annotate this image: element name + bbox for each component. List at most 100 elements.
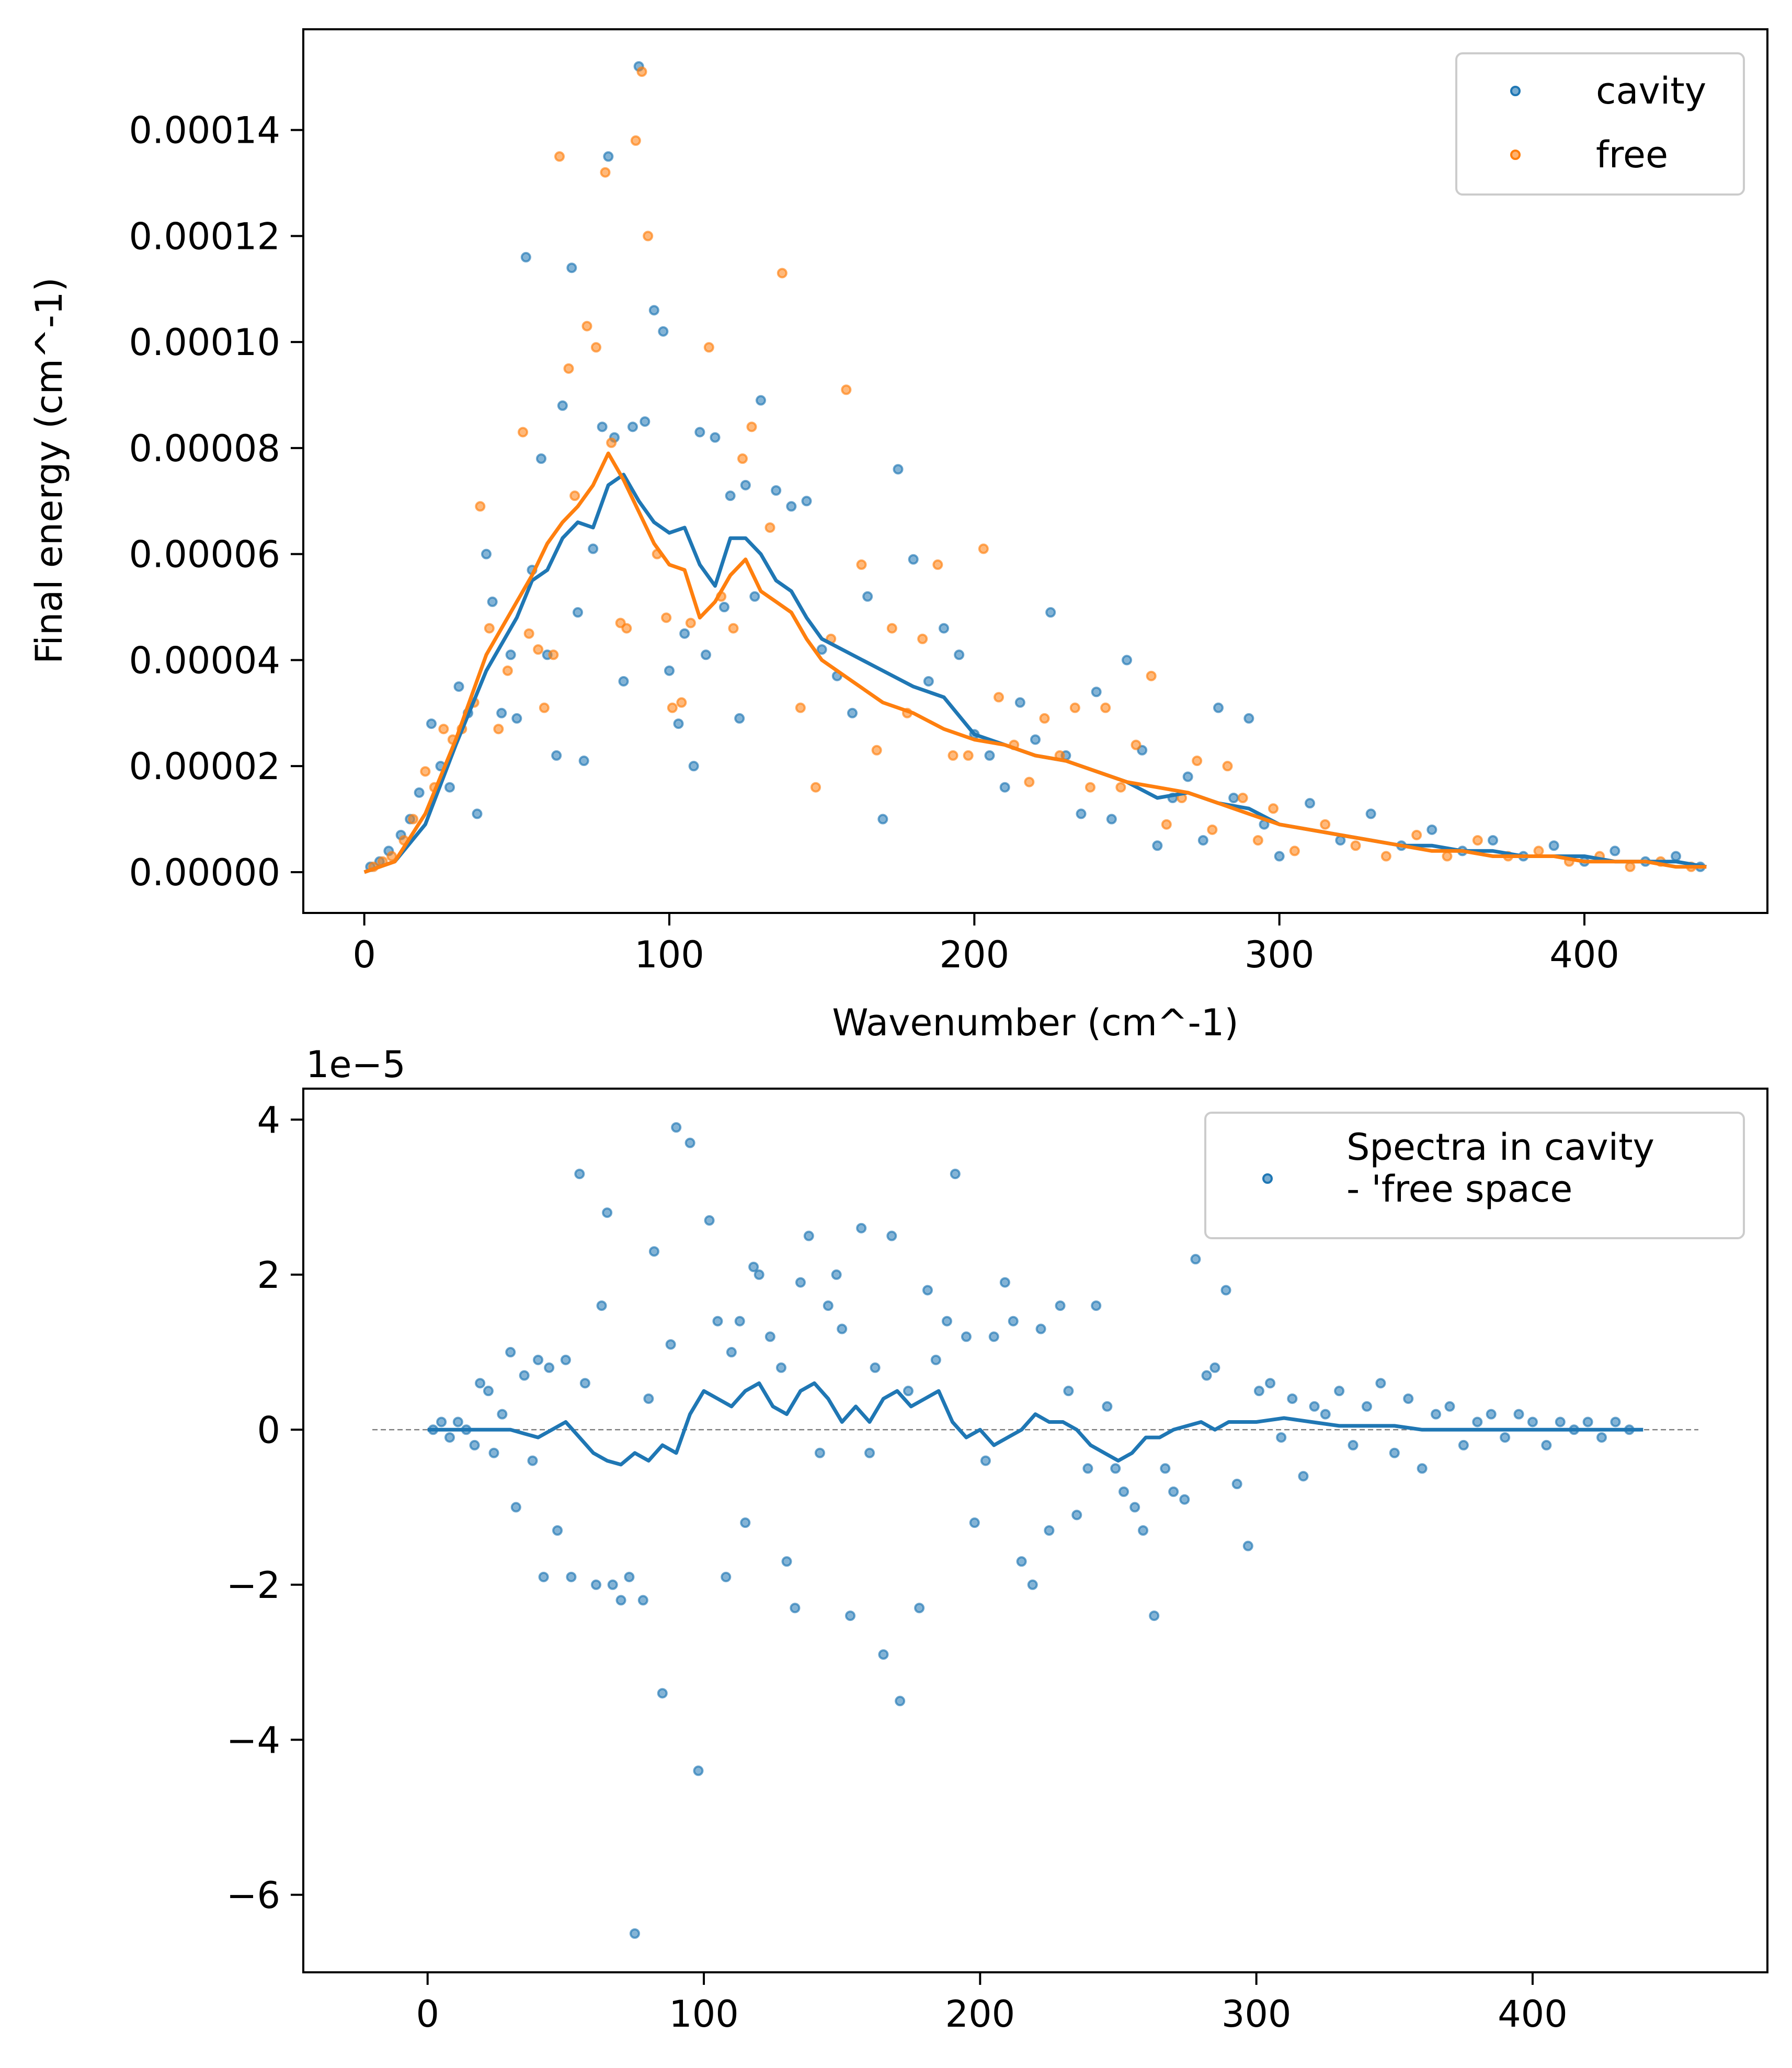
cavity-point [597, 421, 608, 432]
difference-point [748, 1261, 759, 1272]
difference-point [1091, 1300, 1102, 1311]
difference-point [726, 1347, 737, 1358]
difference-point [1298, 1471, 1309, 1482]
cavity-point [1274, 851, 1285, 862]
free-point [667, 702, 678, 713]
difference-point [1071, 1510, 1082, 1521]
difference-point [469, 1439, 480, 1450]
y-tick-label: −6 [226, 1874, 280, 1917]
cavity-point [725, 490, 736, 501]
cavity-point [1076, 808, 1087, 819]
cavity-point [414, 787, 425, 798]
cavity-point [877, 814, 888, 825]
difference-point [1287, 1393, 1298, 1404]
difference-point [1389, 1447, 1400, 1458]
free-point [1192, 756, 1203, 767]
free-point [777, 268, 787, 279]
free-point [548, 649, 559, 660]
cavity-point [939, 623, 949, 634]
cavity-point [511, 713, 522, 724]
cavity-point [664, 665, 675, 676]
cavity-point [719, 602, 729, 613]
cavity-point [673, 718, 684, 729]
difference-point [1160, 1463, 1171, 1474]
cavity-point [954, 649, 965, 660]
difference-point [795, 1277, 806, 1288]
free-point [661, 612, 672, 623]
difference-point [624, 1571, 635, 1582]
difference-point [475, 1378, 486, 1389]
cavity-point [618, 676, 629, 687]
difference-point [1458, 1439, 1469, 1450]
difference-point [1334, 1386, 1345, 1397]
free-point [1085, 782, 1095, 793]
difference-point [488, 1447, 499, 1458]
free-point [1222, 761, 1233, 772]
difference-point [510, 1502, 521, 1513]
cavity-point [573, 607, 583, 618]
free-point [484, 623, 495, 634]
difference-point [648, 1246, 659, 1257]
free-point [978, 543, 989, 554]
x-tick-label: 0 [416, 1993, 439, 2036]
difference-point [790, 1603, 801, 1614]
top-chart-plot-area [363, 61, 1707, 874]
cavity-point [658, 326, 669, 337]
difference-point [734, 1316, 745, 1327]
difference-point [704, 1215, 715, 1226]
free-point [1039, 713, 1050, 724]
cavity-point [710, 432, 721, 443]
difference-point [1361, 1401, 1372, 1412]
free-point [563, 363, 574, 374]
cavity-point [984, 750, 995, 761]
y-tick-label: 0.00014 [129, 109, 280, 152]
legend-difference-label: Spectra in cavity - 'free space [1346, 1126, 1654, 1210]
difference-point [864, 1447, 875, 1458]
difference-point [629, 1928, 640, 1939]
difference-point [566, 1571, 577, 1582]
difference-point [721, 1571, 732, 1582]
cavity-point [847, 707, 858, 718]
difference-point [1320, 1409, 1331, 1420]
free-point [581, 321, 592, 332]
difference-point [1276, 1432, 1287, 1443]
cavity-point [1152, 840, 1163, 851]
difference-point [740, 1517, 751, 1528]
cavity-point [648, 305, 659, 316]
free-point [1207, 824, 1218, 835]
difference-point [1138, 1525, 1149, 1536]
free-point [994, 692, 1004, 703]
difference-point [914, 1603, 925, 1614]
free-point [554, 151, 565, 162]
difference-point [950, 1169, 961, 1180]
difference-point [1016, 1556, 1027, 1567]
difference-point [560, 1354, 571, 1365]
legend-free-marker [1510, 150, 1521, 160]
difference-point [1472, 1416, 1483, 1427]
cavity-point [862, 591, 873, 602]
top-chart-x-ticks: 0 100 200 300 400 [352, 913, 1619, 976]
difference-point [823, 1300, 834, 1311]
top-chart: 0 100 200 300 400 0.000000.000020.000040.000… [28, 28, 1768, 1044]
cavity-point [505, 649, 516, 660]
y-tick-label: 0.00008 [129, 427, 280, 470]
difference-point [856, 1222, 867, 1233]
cavity-moving-average-line [363, 473, 1707, 874]
difference-point [505, 1347, 516, 1358]
difference-point [803, 1230, 814, 1241]
difference-point [1596, 1432, 1607, 1443]
difference-point [1403, 1393, 1414, 1404]
free-point [746, 421, 757, 432]
cavity-point [496, 707, 507, 718]
free-point [539, 702, 550, 713]
cavity-point [472, 808, 483, 819]
cavity-point [557, 400, 568, 411]
difference-point [870, 1362, 881, 1373]
difference-point [1044, 1525, 1055, 1536]
cavity-point [520, 252, 531, 262]
y-tick-label: 0.00010 [129, 321, 280, 364]
difference-point [1063, 1386, 1074, 1397]
y-tick-label: 0 [257, 1409, 280, 1452]
difference-point [1527, 1416, 1538, 1427]
